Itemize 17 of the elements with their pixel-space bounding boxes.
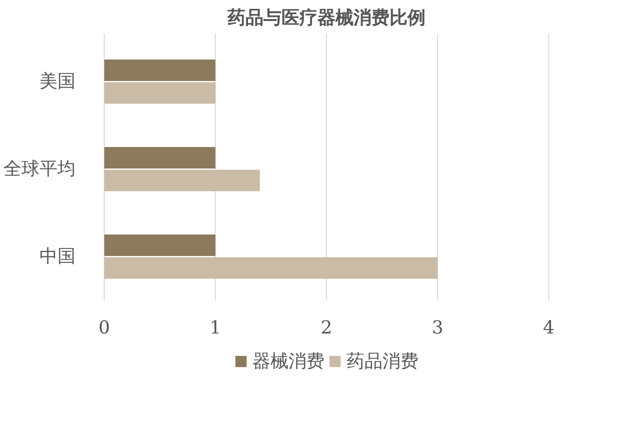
bar bbox=[104, 170, 260, 192]
bar bbox=[104, 59, 216, 82]
bar bbox=[104, 146, 216, 169]
x-tick-label: 1 bbox=[210, 318, 222, 339]
bar bbox=[104, 234, 216, 256]
bar bbox=[104, 82, 216, 104]
x-tick-label: 4 bbox=[542, 318, 554, 339]
y-tick-label: 中国 bbox=[40, 246, 76, 268]
x-tick-label: 2 bbox=[320, 318, 332, 339]
legend-label: 器械消费 bbox=[252, 350, 324, 373]
legend-label: 药品消费 bbox=[346, 350, 418, 373]
y-tick-label: 全球平均 bbox=[4, 158, 76, 180]
x-tick-label: 3 bbox=[432, 318, 444, 339]
x-tick-label: 0 bbox=[98, 318, 110, 339]
chart-title: 药品与医疗器械消费比例 bbox=[226, 8, 426, 28]
y-tick-label: 美国 bbox=[40, 71, 76, 92]
bar bbox=[104, 257, 438, 279]
